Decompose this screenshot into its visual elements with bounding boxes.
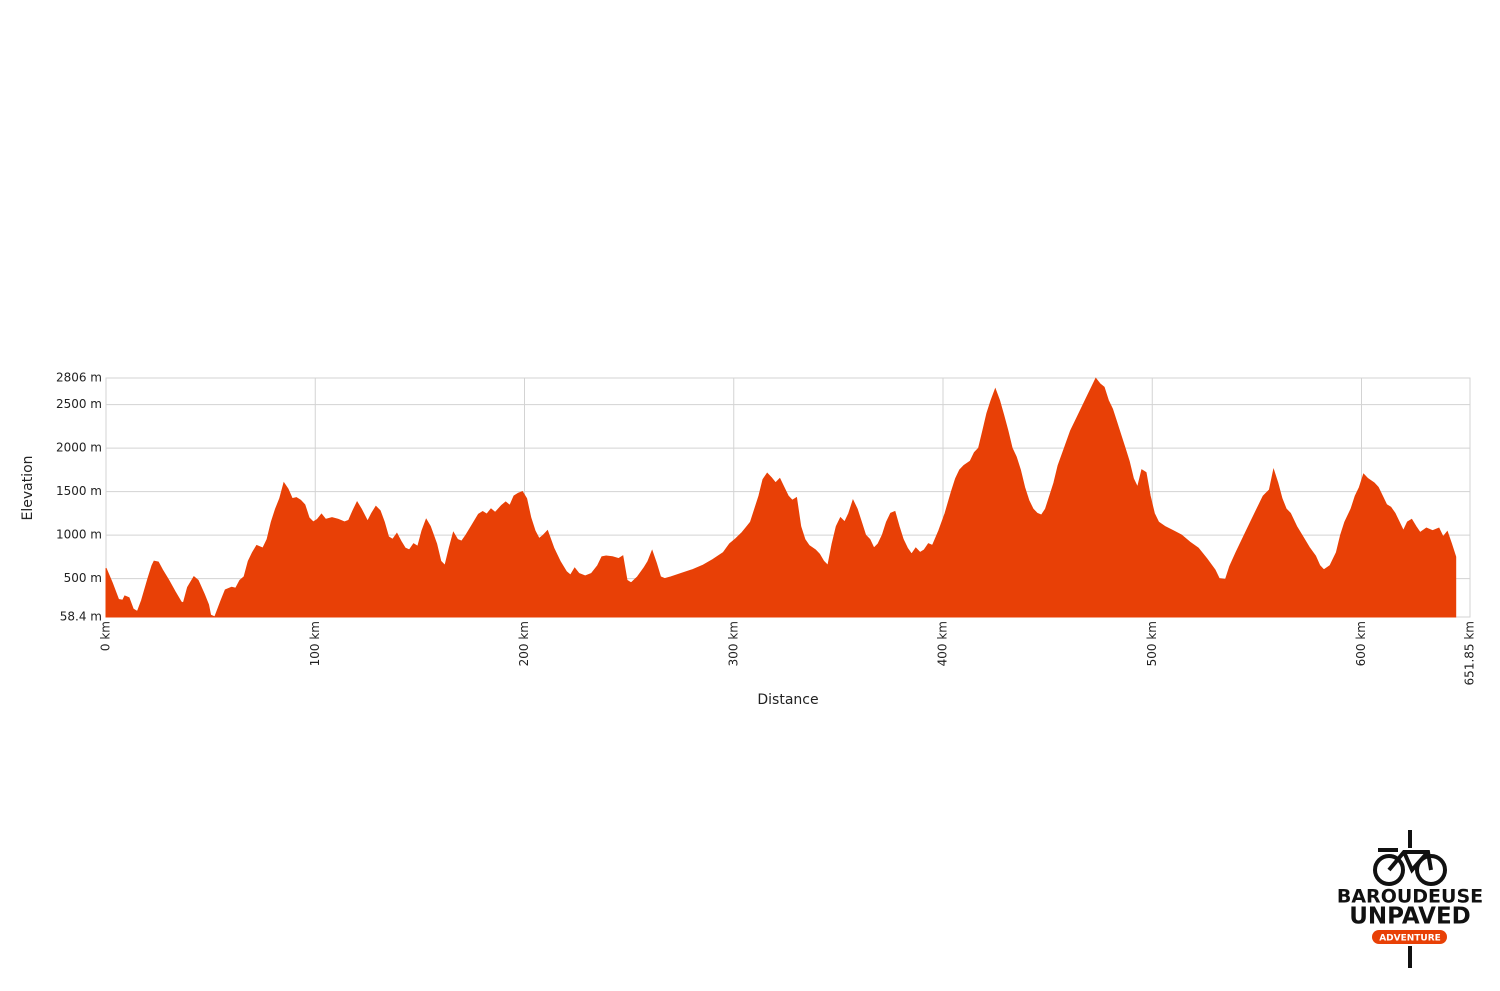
logo-wheel [1415,854,1447,886]
y-tick-label: 500 m [64,571,102,585]
logo-frame [1378,830,1433,874]
x-tick-label: 500 km [1145,621,1159,666]
y-tick-label: 1500 m [56,484,102,498]
logo-badge-text: ADVENTURE [1379,934,1441,944]
elevation-area [105,377,1457,618]
x-tick-label: 400 km [936,621,950,666]
y-tick-label: 1000 m [56,528,102,542]
x-tick-label: 600 km [1354,621,1368,666]
logo-line2: UNPAVED [1349,904,1471,930]
logo: BAROUDEUSE UNPAVED ADVENTURE [1337,830,1483,968]
y-tick-label: 2500 m [56,397,102,411]
x-axis-label: Distance [757,692,818,708]
y-tick-label: 2806 m [56,371,102,385]
y-tick-label: 58.4 m [60,610,102,624]
logo-wheel [1373,854,1405,886]
y-tick-label: 2000 m [56,441,102,455]
x-tick-label: 0 km [99,621,113,651]
logo-line1: BAROUDEUSE [1337,886,1483,908]
x-tick-label: 651.85 km [1463,621,1477,685]
y-axis-label: Elevation [20,455,36,520]
x-tick-label: 200 km [517,621,531,666]
x-tick-label: 100 km [308,621,322,666]
x-tick-label: 300 km [726,621,740,666]
logo-badge [1372,930,1447,944]
